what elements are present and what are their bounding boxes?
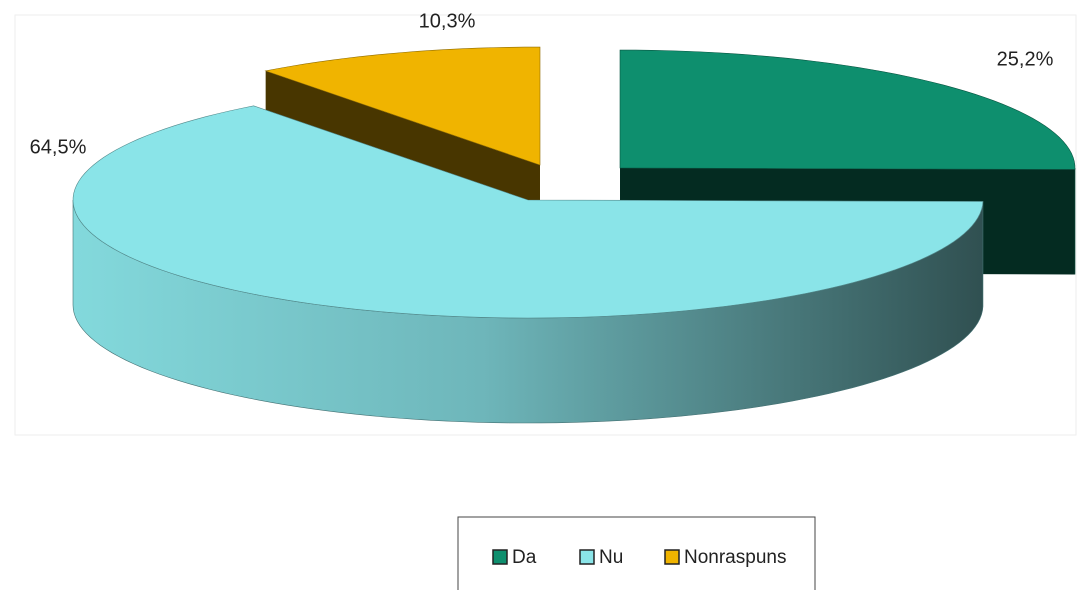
- legend-swatch: [492, 549, 508, 565]
- legend-box: [457, 516, 816, 590]
- legend-label: Nonraspuns: [684, 547, 786, 568]
- pie-slice: [264, 46, 541, 166]
- data-label: 64,5%: [30, 136, 87, 158]
- legend-swatch: [664, 549, 680, 565]
- data-label: 25,2%: [997, 48, 1054, 70]
- data-label: 10,3%: [419, 10, 476, 32]
- legend-label: Da: [512, 547, 537, 568]
- legend-label: Nu: [599, 547, 623, 568]
- pie-slice: [619, 49, 1076, 170]
- legend-swatch: [579, 549, 595, 565]
- pie-slice: [72, 105, 984, 319]
